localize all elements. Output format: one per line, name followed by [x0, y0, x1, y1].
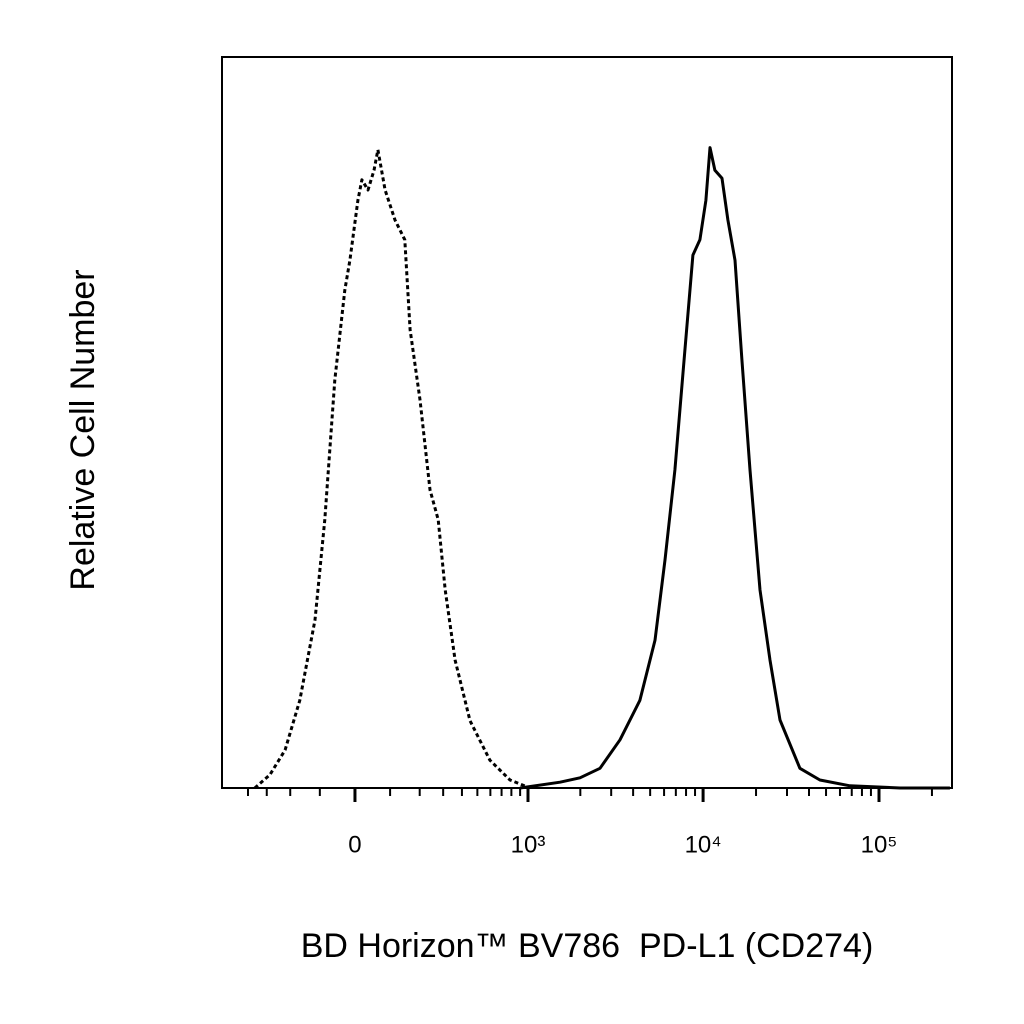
histogram-curve [253, 148, 531, 790]
y-axis-title: Relative Cell Number [64, 269, 102, 590]
plot-frame [221, 56, 953, 789]
histogram-curve [519, 146, 950, 790]
x-axis-title: BD Horizon™ BV786 PD-L1 (CD274) [301, 927, 874, 965]
x-tick-label: 10³ [511, 831, 546, 858]
x-tick-label: 10⁴ [685, 831, 722, 858]
x-tick-label: 10⁵ [861, 831, 898, 858]
x-tick-label: 0 [348, 831, 361, 858]
